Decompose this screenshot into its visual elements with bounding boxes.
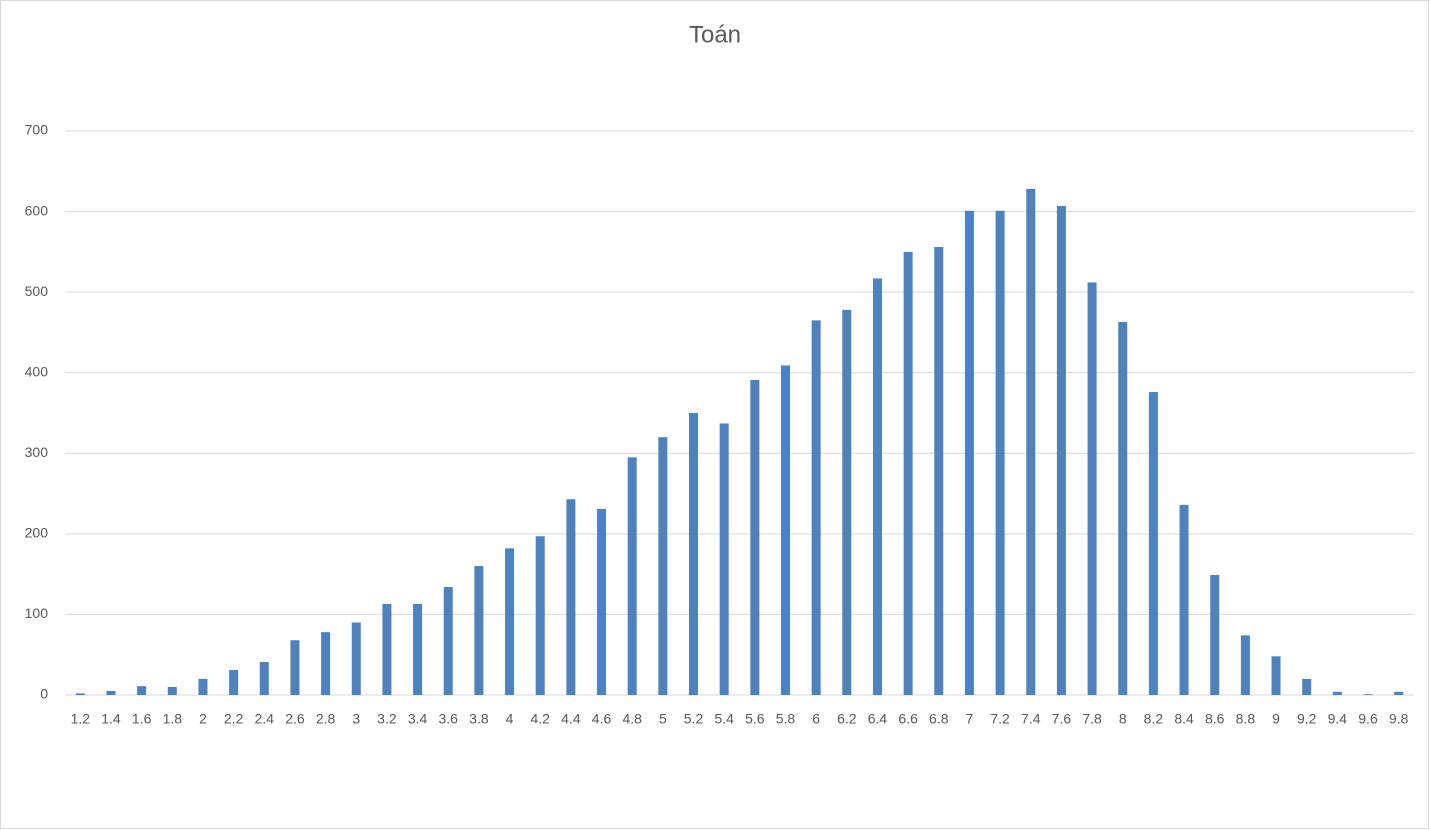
bar: [719, 423, 729, 695]
x-tick-label: 9.6: [1358, 711, 1378, 727]
x-tick-label: 6.6: [898, 711, 918, 727]
bar: [780, 365, 790, 695]
y-tick-label: 300: [25, 444, 49, 460]
x-tick-label: 7: [966, 711, 974, 727]
bar: [934, 247, 944, 695]
bar: [1240, 635, 1250, 695]
x-tick-label: 4.2: [530, 711, 550, 727]
bar: [413, 603, 423, 695]
bar: [229, 670, 239, 695]
x-tick-label: 4.6: [592, 711, 612, 727]
x-tick-label: 9: [1272, 711, 1280, 727]
bar: [995, 210, 1005, 695]
x-tick-label: 4: [506, 711, 514, 727]
x-tick-label: 4.4: [561, 711, 581, 727]
y-tick-label: 600: [25, 202, 49, 218]
bar: [658, 437, 668, 695]
bar: [1394, 691, 1404, 695]
bar: [1332, 691, 1342, 695]
x-tick-label: 8.6: [1205, 711, 1225, 727]
bar: [321, 632, 331, 695]
bar: [505, 548, 515, 695]
bar: [903, 251, 913, 695]
x-tick-label: 3.4: [408, 711, 428, 727]
x-tick-label: 5: [659, 711, 667, 727]
bar: [1056, 205, 1066, 695]
x-tick-label: 6.2: [837, 711, 857, 727]
bar: [1087, 282, 1097, 695]
bar: [872, 278, 882, 695]
bar: [627, 457, 637, 695]
x-tick-label: 9.4: [1328, 711, 1348, 727]
x-tick-label: 2: [199, 711, 207, 727]
x-tick-label: 3.8: [469, 711, 489, 727]
y-tick-label: 700: [25, 122, 49, 138]
y-tick-label: 400: [25, 363, 49, 379]
bar: [1210, 574, 1220, 695]
x-tick-label: 2.6: [285, 711, 305, 727]
x-tick-label: 1.4: [101, 711, 121, 727]
bar: [443, 587, 453, 695]
x-tick-label: 6.4: [868, 711, 888, 727]
bar: [474, 566, 484, 695]
x-tick-label: 5.6: [745, 711, 765, 727]
x-tick-label: 7.8: [1082, 711, 1102, 727]
x-tick-label: 6.8: [929, 711, 949, 727]
chart-title: Toán: [689, 21, 741, 48]
bar: [842, 309, 852, 695]
bar: [964, 210, 974, 695]
x-tick-label: 4.8: [622, 711, 642, 727]
x-tick-label: 8.4: [1174, 711, 1194, 727]
bar: [811, 320, 821, 695]
bar: [382, 603, 392, 695]
x-tick-label: 2.8: [316, 711, 336, 727]
bar: [689, 413, 699, 695]
x-tick-label: 7.6: [1052, 711, 1072, 727]
bar: [1179, 504, 1189, 695]
bar: [351, 622, 361, 695]
bar: [566, 499, 576, 695]
x-tick-label: 1.8: [163, 711, 183, 727]
y-tick-label: 0: [40, 686, 48, 702]
y-tick-label: 500: [25, 283, 49, 299]
x-tick-label: 9.2: [1297, 711, 1317, 727]
x-tick-label: 2.4: [255, 711, 275, 727]
x-tick-label: 3: [352, 711, 360, 727]
bar: [597, 508, 607, 695]
bar: [290, 640, 300, 695]
y-tick-label: 100: [25, 605, 49, 621]
bar: [75, 693, 85, 695]
x-tick-label: 8.2: [1144, 711, 1164, 727]
bar: [198, 678, 208, 695]
bar: [1363, 694, 1373, 695]
bar: [137, 686, 147, 695]
bar: [1302, 678, 1312, 695]
x-tick-label: 1.2: [71, 711, 91, 727]
x-tick-label: 5.2: [684, 711, 704, 727]
bar: [535, 536, 545, 695]
x-tick-label: 9.8: [1389, 711, 1409, 727]
x-tick-label: 6: [812, 711, 820, 727]
bar: [167, 686, 177, 695]
bar: [1118, 321, 1128, 695]
bar: [750, 379, 760, 695]
bar: [106, 690, 116, 695]
x-tick-label: 8.8: [1236, 711, 1256, 727]
bar: [259, 661, 269, 695]
y-tick-label: 200: [25, 525, 49, 541]
x-tick-label: 7.4: [1021, 711, 1041, 727]
x-tick-label: 7.2: [990, 711, 1010, 727]
x-tick-label: 3.6: [439, 711, 459, 727]
x-tick-label: 8: [1119, 711, 1127, 727]
bar: [1026, 189, 1036, 696]
x-tick-label: 1.6: [132, 711, 152, 727]
x-tick-label: 5.8: [776, 711, 796, 727]
bar: [1271, 656, 1281, 695]
x-tick-label: 3.2: [377, 711, 397, 727]
bar: [1148, 392, 1158, 695]
x-tick-label: 5.4: [714, 711, 734, 727]
x-tick-label: 2.2: [224, 711, 244, 727]
